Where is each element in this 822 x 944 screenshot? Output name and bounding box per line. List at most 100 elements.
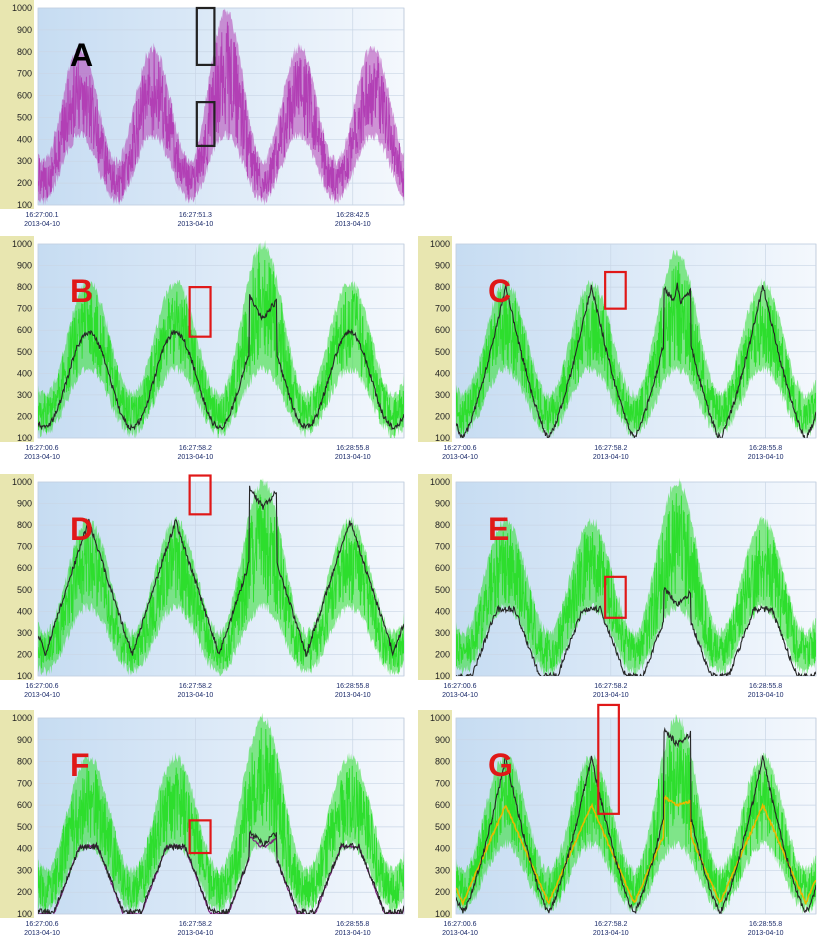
y-tick-label: 700 — [17, 304, 32, 314]
y-tick-label: 400 — [17, 606, 32, 616]
y-tick-label: 600 — [435, 800, 450, 810]
chart-E: 100 200 300 400 500 600 700 800 900 1000 16:27:00.… — [418, 474, 817, 699]
y-tick-label: 500 — [17, 585, 32, 595]
chart-C: 100 200 300 400 500 600 700 800 900 1000 16:27:00.… — [418, 236, 817, 461]
x-tick-date: 2013-04-10 — [593, 930, 629, 937]
highlight-box — [188, 819, 212, 855]
y-tick-label: 600 — [17, 563, 32, 573]
x-tick-time: 16:27:58.2 — [179, 683, 212, 690]
y-tick-label: 1000 — [430, 713, 450, 723]
y-tick-label: 200 — [435, 887, 450, 897]
x-tick-time: 16:27:00.6 — [443, 921, 476, 928]
trace-yellow — [456, 794, 816, 907]
y-axis-frame — [0, 236, 34, 442]
x-tick-date: 2013-04-10 — [177, 930, 213, 937]
y-tick-label: 100 — [17, 671, 32, 681]
y-tick-label: 900 — [17, 499, 32, 509]
panel-label: A — [70, 37, 93, 73]
y-tick-label: 600 — [17, 91, 32, 101]
x-tick-date: 2013-04-10 — [335, 930, 371, 937]
y-tick-label: 200 — [435, 411, 450, 421]
y-tick-label: 600 — [435, 563, 450, 573]
y-tick-label: 900 — [435, 261, 450, 271]
y-tick-label: 100 — [435, 909, 450, 919]
y-tick-label: 300 — [17, 390, 32, 400]
y-tick-label: 1000 — [12, 3, 32, 13]
y-tick-label: 700 — [17, 778, 32, 788]
panel-D: 100 200 300 400 500 600 700 800 900 1000 16:27:00.… — [0, 474, 410, 706]
y-tick-label: 600 — [435, 325, 450, 335]
x-tick-date: 2013-04-10 — [24, 454, 60, 461]
y-tick-label: 800 — [17, 47, 32, 57]
y-tick-label: 500 — [17, 112, 32, 122]
y-tick-label: 700 — [17, 69, 32, 79]
highlight-box — [195, 6, 216, 67]
highlight-box — [604, 575, 627, 619]
y-tick-label: 300 — [17, 156, 32, 166]
trace-dark — [38, 485, 404, 657]
x-tick-time: 16:27:58.2 — [594, 683, 627, 690]
y-tick-label: 500 — [17, 822, 32, 832]
envelope-band — [38, 240, 404, 438]
chart-A: 100 200 300 400 500 600 700 800 900 1000 16:27:00.… — [0, 0, 405, 228]
y-tick-label: 300 — [17, 628, 32, 638]
y-tick-label: 1000 — [430, 239, 450, 249]
y-tick-label: 900 — [435, 735, 450, 745]
y-axis-frame — [418, 474, 452, 680]
y-axis-frame — [418, 236, 452, 442]
x-tick-time: 16:27:00.6 — [25, 683, 58, 690]
signal-samples — [38, 251, 404, 436]
y-tick-label: 400 — [17, 844, 32, 854]
x-tick-date: 2013-04-10 — [177, 221, 213, 228]
x-tick-time: 16:27:51.3 — [179, 212, 212, 219]
signal-samples — [38, 494, 404, 673]
y-tick-label: 100 — [435, 671, 450, 681]
y-tick-label: 200 — [17, 178, 32, 188]
plot-area — [456, 249, 816, 438]
x-tick-time: 16:27:00.6 — [443, 445, 476, 452]
x-tick-time: 16:27:58.2 — [179, 445, 212, 452]
x-tick-date: 2013-04-10 — [748, 454, 784, 461]
highlight-box — [195, 101, 216, 148]
y-tick-label: 100 — [17, 433, 32, 443]
y-tick-label: 1000 — [12, 713, 32, 723]
y-tick-label: 800 — [17, 282, 32, 292]
x-tick-time: 16:27:58.2 — [594, 445, 627, 452]
y-tick-label: 600 — [17, 800, 32, 810]
highlight-box — [188, 474, 212, 516]
highlight-box — [597, 703, 620, 815]
panel-label: C — [488, 273, 511, 309]
x-tick-date: 2013-04-10 — [748, 692, 784, 699]
highlight-box — [188, 286, 212, 338]
x-tick-time: 16:28:55.8 — [749, 445, 782, 452]
plot-area — [38, 240, 404, 438]
x-tick-date: 2013-04-10 — [593, 692, 629, 699]
y-tick-label: 300 — [435, 865, 450, 875]
y-tick-label: 300 — [435, 628, 450, 638]
y-tick-label: 800 — [17, 520, 32, 530]
x-tick-time: 16:27:00.6 — [443, 683, 476, 690]
x-tick-date: 2013-04-10 — [335, 221, 371, 228]
x-tick-date: 2013-04-10 — [24, 221, 60, 228]
x-tick-time: 16:28:55.8 — [749, 921, 782, 928]
y-tick-label: 100 — [435, 433, 450, 443]
trace-dark — [456, 282, 816, 438]
x-tick-time: 16:27:00.6 — [25, 921, 58, 928]
y-tick-label: 800 — [17, 757, 32, 767]
x-tick-time: 16:27:58.2 — [594, 921, 627, 928]
x-tick-time: 16:27:00.1 — [25, 212, 58, 219]
panel-label: D — [70, 511, 93, 547]
signal-samples — [456, 493, 816, 672]
panel-E: 100 200 300 400 500 600 700 800 900 1000 16:27:00.… — [418, 474, 822, 706]
x-tick-date: 2013-04-10 — [442, 930, 478, 937]
y-tick-label: 900 — [17, 735, 32, 745]
y-tick-label: 700 — [435, 778, 450, 788]
x-tick-date: 2013-04-10 — [442, 692, 478, 699]
plot-area — [456, 714, 816, 914]
plot-area — [38, 478, 404, 676]
y-tick-label: 700 — [435, 304, 450, 314]
y-tick-label: 800 — [435, 282, 450, 292]
trace-dark — [456, 586, 816, 676]
y-tick-label: 500 — [435, 822, 450, 832]
y-tick-label: 600 — [17, 325, 32, 335]
